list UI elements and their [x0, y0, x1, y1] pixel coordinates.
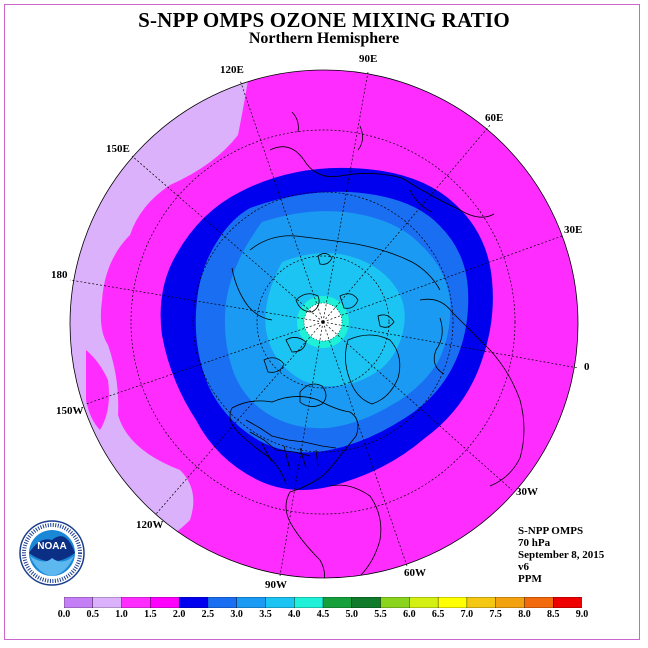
- longitude-labels: 90E 60E 30E 0 30W 60W 90W 120W 150W 180 …: [51, 53, 590, 591]
- lon-label-150w: 150W: [56, 405, 84, 417]
- colorbar-swatch: [294, 597, 324, 608]
- colorbar-swatch: [92, 597, 123, 608]
- info-units: PPM: [518, 573, 542, 585]
- lon-label-180: 180: [51, 269, 68, 281]
- colorbar-swatch: [236, 597, 266, 608]
- graticule: [130, 129, 516, 515]
- map-boundary: [69, 69, 579, 579]
- lon-label-60w: 60W: [404, 567, 426, 579]
- colorbar-swatch: [322, 597, 353, 608]
- field-band-1.0-1.5-west: [86, 350, 109, 430]
- colorbar-swatch: [466, 597, 497, 608]
- noaa-logo-text: NOAA: [37, 541, 66, 552]
- colorbar-tick-label: 4.5: [316, 609, 330, 620]
- colorbar-swatch: [409, 597, 439, 608]
- info-version: v6: [518, 561, 529, 573]
- colorbar-swatch: [380, 597, 410, 608]
- colorbar-swatch: [121, 597, 151, 608]
- lon-label-150e: 150E: [106, 143, 130, 155]
- colorbar-tick-label: 4.0: [287, 609, 301, 620]
- colorbar-tick-label: 3.0: [230, 609, 243, 620]
- colorbar-swatch: [553, 597, 582, 608]
- colorbar-tick-label: 0.0: [57, 609, 71, 620]
- colorbar-tick-label: 0.5: [86, 609, 100, 620]
- info-level: 70 hPa: [518, 537, 551, 549]
- colorbar: [64, 597, 582, 608]
- coastlines: [229, 111, 525, 578]
- colorbar-swatch: [265, 597, 295, 608]
- colorbar-swatch: [495, 597, 525, 608]
- colorbar-swatch: [437, 597, 468, 608]
- colorbar-swatch: [64, 597, 94, 608]
- colorbar-tick-label: 8.5: [546, 609, 560, 620]
- colorbar-swatch: [207, 597, 238, 608]
- page-border: [4, 4, 640, 640]
- map-subtitle: Northern Hemisphere: [248, 30, 400, 47]
- colorbar-tick-label: 1.5: [144, 609, 157, 620]
- lon-label-90e: 90E: [359, 53, 377, 65]
- colorbar-tick-label: 5.5: [374, 609, 387, 620]
- ozone-field: [70, 70, 578, 578]
- colorbar-tick-label: 8.0: [518, 609, 531, 620]
- colorbar-swatch: [178, 597, 209, 608]
- meridians: [69, 71, 579, 577]
- info-date: September 8, 2015: [518, 549, 605, 561]
- lon-label-30e: 30E: [564, 224, 582, 236]
- colorbar-tick-label: 6.0: [403, 609, 416, 620]
- colorbar-tick-label: 7.0: [460, 609, 474, 620]
- lon-label-60e: 60E: [485, 112, 503, 124]
- map-title: S-NPP OMPS OZONE MIXING RATIO: [138, 8, 510, 32]
- colorbar-tick-label: 1.0: [115, 609, 128, 620]
- info-instrument: S-NPP OMPS: [518, 525, 584, 537]
- colorbar-swatch: [351, 597, 382, 608]
- lon-label-120e: 120E: [220, 64, 244, 76]
- colorbar-tick-label: 9.0: [575, 609, 589, 620]
- lon-label-120w: 120W: [136, 519, 164, 531]
- colorbar-tick-label: 2.5: [201, 609, 215, 620]
- colorbar-tick-label: 7.5: [489, 609, 502, 620]
- colorbar-tick-label: 2.0: [172, 609, 186, 620]
- colorbar-swatch: [150, 597, 180, 608]
- lon-label-90w: 90W: [265, 579, 287, 591]
- lon-label-30w: 30W: [516, 486, 538, 498]
- lon-label-0: 0: [584, 361, 590, 373]
- colorbar-swatch: [524, 597, 554, 608]
- noaa-logo: NOAA: [19, 520, 85, 586]
- colorbar-ticks: 0.0 0.5 1.0 1.5 2.0 2.5 3.0 3.5 4.0 4.5 5.0 5.5 6.0 6…: [0, 609, 648, 623]
- colorbar-tick-label: 6.5: [431, 609, 445, 620]
- colorbar-tick-label: 5.0: [345, 609, 359, 620]
- colorbar-tick-label: 3.5: [259, 609, 272, 620]
